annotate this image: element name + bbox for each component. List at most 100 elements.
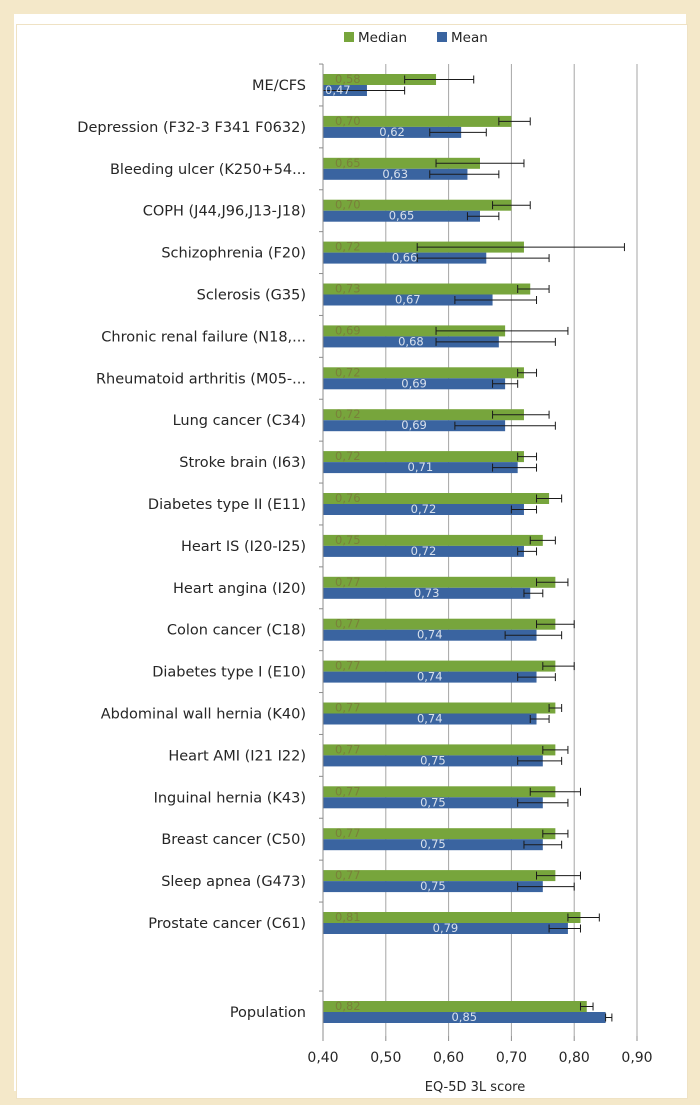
legend-swatch-median <box>344 32 354 42</box>
category-label: Schizophrenia (F20) <box>161 246 306 262</box>
mean-value-label: 0,74 <box>417 712 443 726</box>
mean-value-label: 0,72 <box>411 544 437 558</box>
median-bar <box>323 325 506 337</box>
median-value-label: 0,72 <box>335 449 361 463</box>
median-value-label: 0,65 <box>335 156 361 170</box>
mean-value-label: 0,73 <box>414 586 440 600</box>
mean-value-label: 0,75 <box>420 753 446 767</box>
median-bar <box>323 618 556 630</box>
median-value-label: 0,72 <box>335 365 361 379</box>
mean-value-label: 0,79 <box>433 921 459 935</box>
median-bar <box>323 451 524 463</box>
category-label: Bleeding ulcer (K250+54... <box>110 162 306 178</box>
median-bar <box>323 367 524 379</box>
mean-bar <box>323 336 499 348</box>
mean-value-label: 0,67 <box>395 293 421 307</box>
median-bar <box>323 786 556 798</box>
category-label: COPH (J44,J96,J13-J18) <box>143 204 306 220</box>
mean-bar <box>323 378 506 390</box>
mean-bar <box>323 545 524 557</box>
category-label: Stroke brain (I63) <box>179 455 306 471</box>
category-label: Depression (F32-3 F341 F0632) <box>77 120 306 136</box>
x-tick-label: 0,80 <box>559 1050 590 1066</box>
median-bar <box>323 283 531 295</box>
category-label: Population <box>230 1005 306 1021</box>
median-bar <box>323 115 512 127</box>
mean-bar <box>323 839 543 851</box>
mean-bar <box>323 671 537 683</box>
error-bars <box>322 75 625 1022</box>
category-label: Heart IS (I20-I25) <box>181 539 306 555</box>
category-label: Sclerosis (G35) <box>197 288 306 304</box>
median-bar <box>323 828 556 840</box>
median-bar <box>323 576 556 588</box>
mean-value-label: 0,65 <box>389 209 415 223</box>
median-value-label: 0,70 <box>335 198 361 212</box>
mean-bar <box>323 168 468 180</box>
mean-value-label: 0,62 <box>379 125 405 139</box>
x-tick-label: 0,70 <box>496 1050 527 1066</box>
median-bar <box>323 157 480 169</box>
median-value-label: 0,75 <box>335 533 361 547</box>
median-value-label: 0,58 <box>335 72 361 86</box>
x-tick-labels: 0,40 0,50 0,60 0,70 0,80 0,90 <box>307 1050 652 1066</box>
legend-swatch-mean <box>437 32 447 42</box>
median-value-label: 0,77 <box>335 617 361 631</box>
category-labels: ME/CFS Depression (F32-3 F341 F0632) Bleed… <box>77 78 306 1021</box>
mean-bar <box>323 504 524 515</box>
mean-bar <box>323 420 506 432</box>
median-value-label: 0,69 <box>335 323 361 337</box>
category-label: Diabetes type I (E10) <box>152 665 306 681</box>
median-bar <box>323 409 524 421</box>
category-label: Sleep apnea (G473) <box>161 874 306 890</box>
median-bar <box>323 199 512 211</box>
median-bar <box>323 660 556 672</box>
median-bar <box>323 702 556 714</box>
mean-bar <box>323 126 462 138</box>
median-value-label: 0,73 <box>335 282 361 296</box>
median-value-label: 0,77 <box>335 701 361 715</box>
mean-value-label: 0,75 <box>420 795 446 809</box>
median-value-label: 0,81 <box>335 910 361 924</box>
median-value-label: 0,70 <box>335 114 361 128</box>
category-label: Breast cancer (C50) <box>161 832 306 848</box>
mean-bar <box>323 587 531 599</box>
mean-value-label: 0,47 <box>325 83 351 97</box>
category-label: Abdominal wall hernia (K40) <box>101 707 306 723</box>
category-label: Prostate cancer (C61) <box>148 916 306 932</box>
median-value-label: 0,77 <box>335 868 361 882</box>
median-value-label: 0,77 <box>335 784 361 798</box>
mean-bar <box>323 1012 606 1023</box>
x-tick-label: 0,50 <box>370 1050 401 1066</box>
median-value-label: 0,82 <box>335 999 361 1013</box>
mean-value-label: 0,72 <box>411 502 437 516</box>
mean-value-label: 0,71 <box>408 460 434 474</box>
mean-bar <box>323 755 543 767</box>
median-value-label: 0,77 <box>335 575 361 589</box>
median-bar <box>323 744 556 756</box>
mean-bar <box>323 629 537 641</box>
category-label: Colon cancer (C18) <box>167 623 306 639</box>
mean-bar <box>323 881 543 893</box>
category-label: Rheumatoid arthritis (M05-... <box>96 371 306 387</box>
category-label: Inguinal hernia (K43) <box>154 790 306 806</box>
mean-bar <box>323 252 487 264</box>
x-tick-label: 0,90 <box>621 1050 652 1066</box>
median-bar <box>323 912 581 923</box>
mean-bar <box>323 294 493 306</box>
category-label: Lung cancer (C34) <box>173 413 306 429</box>
mean-bar <box>323 713 537 725</box>
mean-value-label: 0,74 <box>417 670 443 684</box>
x-axis-title: EQ-5D 3L score <box>425 1080 526 1095</box>
category-label: Diabetes type II (E11) <box>148 497 306 513</box>
mean-bar <box>323 210 480 222</box>
legend-label-mean: Mean <box>451 30 488 46</box>
mean-bar <box>323 462 518 474</box>
x-tick-label: 0,60 <box>433 1050 464 1066</box>
mean-value-label: 0,68 <box>398 334 424 348</box>
x-tick-label: 0,40 <box>307 1050 338 1066</box>
mean-bar <box>323 797 543 809</box>
mean-value-label: 0,75 <box>420 879 446 893</box>
bars <box>323 74 606 1023</box>
median-value-label: 0,72 <box>335 240 361 254</box>
